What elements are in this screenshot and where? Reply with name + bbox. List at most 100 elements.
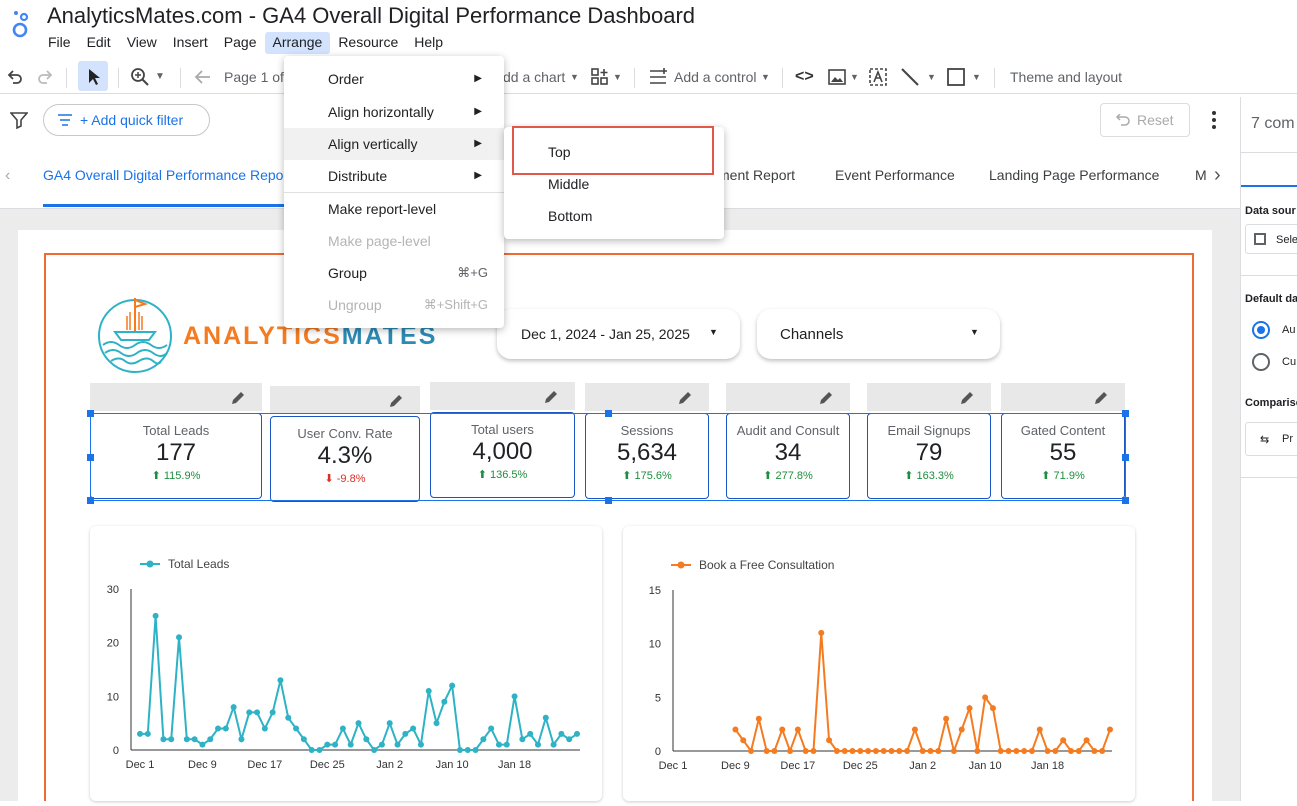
embed-code-icon[interactable]: <>: [795, 68, 814, 85]
menu-item-make-report-level[interactable]: Make report-level: [284, 193, 504, 225]
more-options-icon[interactable]: [1212, 110, 1218, 130]
menu-help[interactable]: Help: [414, 34, 444, 50]
data-point: [137, 730, 143, 737]
menu-item-middle[interactable]: Middle: [504, 168, 724, 200]
edit-pencil-icon[interactable]: [1093, 390, 1109, 406]
scorecard-label: Sessions: [620, 423, 674, 438]
edit-pencil-icon[interactable]: [959, 390, 975, 406]
x-tick-label: Jan 18: [498, 759, 531, 771]
shape-dropdown-icon[interactable]: ▼: [972, 72, 981, 82]
date-range-control[interactable]: Dec 1, 2024 - Jan 25, 2025 ▼: [497, 309, 740, 359]
data-point: [441, 698, 448, 705]
add-chart-button[interactable]: dd a chart: [503, 69, 566, 85]
menu-item-order[interactable]: Order ▶: [284, 63, 504, 95]
custom-radio[interactable]: [1252, 353, 1270, 371]
edit-pencil-icon[interactable]: [543, 389, 559, 405]
community-viz-icon[interactable]: [590, 67, 610, 87]
image-dropdown-icon[interactable]: ▼: [850, 72, 859, 82]
add-quick-filter-button[interactable]: + Add quick filter: [43, 104, 210, 136]
report-title[interactable]: AnalyticsMates.com - GA4 Overall Digital…: [47, 3, 696, 28]
data-point: [818, 629, 825, 636]
menu-divider: [284, 192, 504, 193]
data-point: [324, 741, 331, 748]
add-control-icon[interactable]: [648, 67, 668, 87]
scorecard-value: 55: [1049, 439, 1077, 466]
menu-view[interactable]: View: [126, 34, 157, 50]
edit-pencil-icon[interactable]: [818, 390, 834, 406]
scorecard[interactable]: User Conv. Rate 4.3% ⬇ -9.8%: [270, 416, 420, 502]
scorecard-value: 4.3%: [317, 442, 373, 469]
tab-landing-page-performance[interactable]: Landing Page Performance: [989, 167, 1160, 183]
menu-resource[interactable]: Resource: [338, 34, 399, 50]
community-viz-dropdown-icon[interactable]: ▼: [613, 72, 622, 82]
x-tick-label: Jan 18: [1031, 760, 1064, 772]
data-point: [261, 725, 268, 732]
select-tool-button[interactable]: [78, 61, 108, 91]
menu-arrange[interactable]: Arrange: [264, 32, 331, 54]
scorecard[interactable]: Audit and Consult 34 ⬆ 277.8%: [726, 413, 850, 499]
active-tab-indicator: [43, 204, 288, 207]
zoom-icon[interactable]: [130, 67, 150, 87]
data-point: [316, 747, 323, 753]
shape-icon[interactable]: [946, 67, 966, 87]
data-point: [308, 747, 315, 753]
data-point: [865, 748, 872, 754]
tabs-scroll-right-icon[interactable]: ›: [1214, 164, 1221, 186]
menu-item-align-vertically[interactable]: Align vertically ▶: [284, 128, 504, 160]
comparison-select[interactable]: ⇆ Pr: [1245, 422, 1297, 456]
scorecard[interactable]: Email Signups 79 ⬆ 163.3%: [867, 413, 991, 499]
comments-count[interactable]: 7 com: [1251, 115, 1295, 132]
tabs-scroll-left-icon[interactable]: ‹: [5, 167, 11, 184]
menu-bar: File Edit View Insert Page Arrange Resou…: [40, 32, 451, 54]
scorecard[interactable]: Sessions 5,634 ⬆ 175.6%: [585, 413, 709, 499]
redo-icon[interactable]: [36, 68, 54, 86]
menu-item-top[interactable]: Top: [504, 136, 724, 168]
add-chart-dropdown-icon[interactable]: ▼: [570, 72, 579, 82]
menu-item-group[interactable]: Group ⌘+G: [284, 257, 504, 289]
tab-event-performance[interactable]: Event Performance: [835, 167, 955, 183]
scorecard[interactable]: Total Leads 177 ⬆ 115.9%: [90, 413, 262, 499]
data-point: [230, 704, 237, 711]
auto-radio[interactable]: [1252, 321, 1270, 339]
data-source-select[interactable]: Sele: [1245, 224, 1297, 254]
menu-item-bottom[interactable]: Bottom: [504, 200, 724, 232]
add-control-dropdown-icon[interactable]: ▼: [761, 72, 770, 82]
menu-edit[interactable]: Edit: [86, 34, 111, 50]
tab-ga4-overall[interactable]: GA4 Overall Digital Performance Repo: [43, 167, 284, 183]
data-point: [849, 748, 856, 754]
menu-file[interactable]: File: [48, 34, 71, 50]
data-point: [183, 736, 190, 743]
menu-item-align-horizontally[interactable]: Align horizontally ▶: [284, 96, 504, 128]
line-dropdown-icon[interactable]: ▼: [927, 72, 936, 82]
edit-pencil-icon[interactable]: [230, 390, 246, 406]
add-control-button[interactable]: Add a control: [674, 69, 757, 85]
consultation-chart-card[interactable]: Book a Free Consultation 0 5 10 15 Dec 1 Dec 9…: [623, 526, 1135, 801]
menu-page[interactable]: Page: [223, 34, 257, 50]
data-source-label: Data sour: [1245, 205, 1296, 217]
filter-icon[interactable]: [10, 111, 28, 129]
previous-page-icon[interactable]: [194, 69, 212, 85]
scorecard-delta: ⬆ 115.9%: [151, 470, 201, 482]
edit-pencil-icon[interactable]: [388, 393, 404, 409]
looker-studio-logo-icon[interactable]: [10, 8, 34, 40]
menu-insert[interactable]: Insert: [172, 34, 208, 50]
scorecard[interactable]: Total users 4,000 ⬆ 136.5%: [430, 412, 575, 498]
image-icon[interactable]: [828, 68, 846, 86]
total-leads-chart-card[interactable]: Total Leads 0 10 20 30 Dec 1 Dec 9 Dec 17 Dec 25…: [90, 526, 602, 801]
reset-button[interactable]: Reset: [1100, 103, 1190, 137]
data-point: [527, 730, 534, 737]
channels-filter-control[interactable]: Channels ▼: [757, 309, 1000, 359]
data-point: [293, 725, 300, 732]
data-point: [1075, 748, 1082, 754]
scorecard[interactable]: Gated Content 55 ⬆ 71.9%: [1001, 413, 1125, 499]
text-box-icon[interactable]: [868, 67, 888, 87]
theme-layout-button[interactable]: Theme and layout: [1010, 69, 1123, 85]
zoom-dropdown-arrow-icon[interactable]: ▼: [155, 71, 165, 82]
tab-engagement-report[interactable]: ment Report: [718, 167, 796, 183]
menu-item-label: Align horizontally: [328, 104, 434, 120]
line-icon[interactable]: [900, 67, 920, 87]
menu-item-distribute[interactable]: Distribute ▶: [284, 160, 504, 192]
edit-pencil-icon[interactable]: [677, 390, 693, 406]
undo-icon[interactable]: [6, 68, 24, 86]
tab-more[interactable]: M: [1195, 167, 1207, 183]
